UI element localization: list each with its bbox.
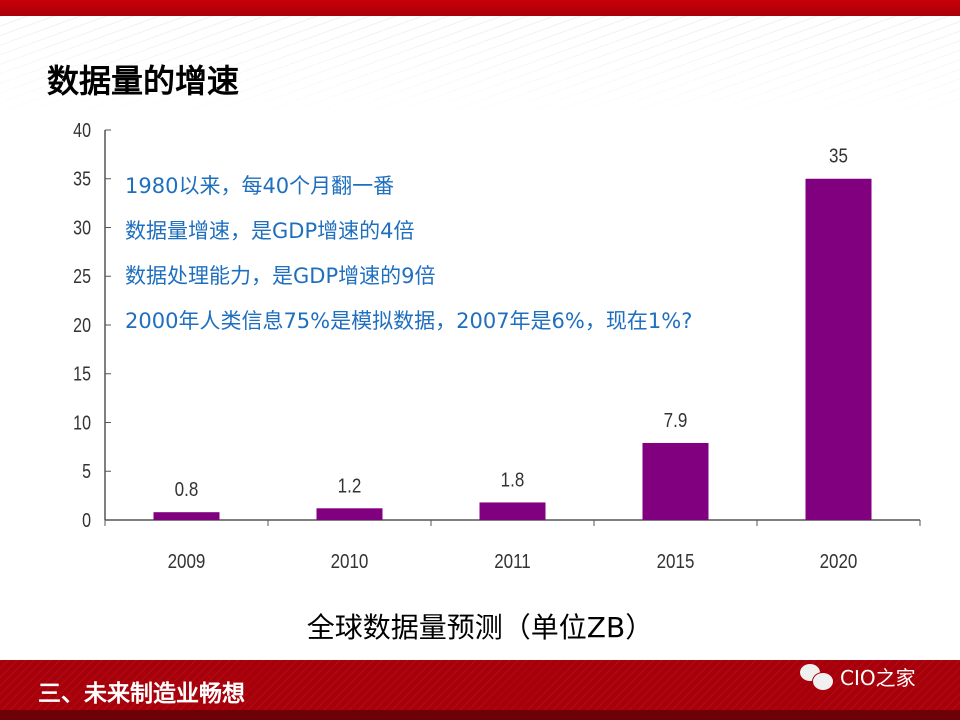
header-stripes	[0, 16, 960, 126]
bar-2015	[642, 442, 709, 520]
y-tick-label: 10	[73, 412, 91, 434]
data-label: 7.9	[664, 409, 688, 432]
footer-bottom-strip	[0, 710, 960, 720]
bar-2011	[479, 502, 546, 520]
y-tick-label: 0	[82, 509, 91, 531]
bar-2020	[805, 178, 872, 520]
wechat-icon	[800, 663, 834, 691]
notes-block: 1980以来，每40个月翻一番 数据量增速，是GDP增速的4倍 数据处理能力，是…	[125, 164, 692, 344]
bar-2009	[153, 512, 220, 520]
y-tick-label: 20	[73, 314, 91, 336]
slide-title: 数据量的增速	[47, 62, 240, 100]
x-tick-label: 2009	[168, 550, 206, 573]
bar-chart: 0 5 10 15 20 25 30 35 40 0.8 2009 1.2 2010 1.8 2011 7.9…	[73, 119, 921, 573]
x-tick-label: 2020	[820, 550, 858, 573]
y-tick-label: 25	[73, 266, 91, 288]
data-label: 1.8	[501, 468, 525, 491]
footer-section-title: 三、未来制造业畅想	[38, 681, 245, 707]
x-tick-label: 2015	[657, 550, 695, 573]
y-tick-label: 15	[73, 363, 91, 385]
brand-name: CIO之家	[840, 666, 916, 690]
note-line: 2000年人类信息75%是模拟数据，2007年是6%，现在1%?	[125, 309, 693, 333]
note-line: 数据量增速，是GDP增速的4倍	[125, 219, 415, 243]
data-label: 0.8	[175, 478, 199, 501]
y-tick-label: 35	[73, 168, 91, 190]
note-line: 数据处理能力，是GDP增速的9倍	[125, 264, 436, 288]
data-label: 1.2	[338, 474, 362, 497]
y-tick-label: 40	[73, 119, 91, 141]
x-tick-label: 2011	[494, 550, 531, 573]
y-tick-label: 30	[73, 217, 91, 239]
brand: CIO之家	[800, 662, 916, 691]
top-band	[0, 0, 960, 16]
x-tick-label: 2010	[331, 550, 369, 573]
y-tick-label: 5	[82, 461, 91, 483]
bar-2010	[316, 508, 383, 520]
chart-title: 全球数据量预测（单位ZB）	[306, 611, 654, 644]
data-label: 35	[829, 144, 848, 167]
note-line: 1980以来，每40个月翻一番	[125, 174, 395, 198]
